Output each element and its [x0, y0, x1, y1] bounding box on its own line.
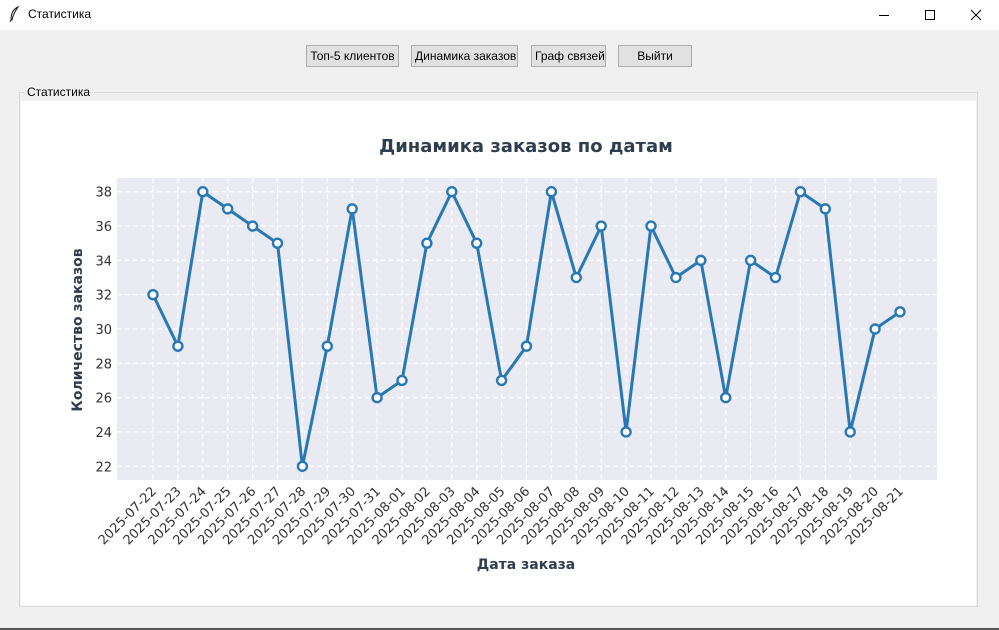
data-point: [570, 271, 582, 284]
data-point: [446, 186, 458, 198]
data-point: [321, 340, 333, 352]
data-point: [296, 460, 309, 472]
data-point: [172, 340, 184, 352]
relations-graph-button[interactable]: Граф связей: [531, 45, 606, 67]
data-point: [495, 374, 508, 387]
data-point: [769, 271, 782, 284]
window-bottom-border: [0, 628, 999, 630]
stats-frame: [19, 92, 978, 607]
data-point: [819, 203, 831, 215]
y-tick-label: 34: [95, 254, 112, 269]
data-point: [221, 203, 234, 215]
data-point: [421, 237, 433, 249]
data-point: [794, 186, 807, 198]
data-point: [396, 374, 408, 387]
data-point: [695, 254, 707, 267]
data-point: [720, 391, 732, 404]
chart-canvas: 22 24 26 28 30 32 34 36 38 2025-07-22 2025-07-23 2…: [21, 101, 976, 606]
feather-icon: [9, 6, 20, 22]
title-bar: Статистика: [0, 0, 999, 30]
data-point: [869, 323, 881, 335]
data-point: [595, 220, 607, 232]
maximize-icon: [925, 10, 935, 20]
maximize-button[interactable]: [907, 0, 953, 30]
stats-frame-label: Статистика: [25, 85, 93, 99]
close-icon: [970, 9, 982, 21]
y-tick-label: 30: [95, 323, 112, 338]
y-tick-label: 22: [95, 460, 112, 475]
y-tick-label: 38: [95, 186, 112, 201]
data-point: [371, 391, 383, 404]
data-point: [545, 186, 558, 198]
data-point: [894, 306, 906, 318]
data-point: [744, 254, 757, 267]
data-point: [197, 186, 209, 198]
y-tick-label: 32: [95, 289, 112, 304]
minimize-button[interactable]: [861, 0, 907, 30]
data-point: [844, 426, 856, 438]
top5-clients-button[interactable]: Топ-5 клиентов: [306, 45, 399, 67]
y-tick-label: 36: [95, 220, 112, 235]
order-dynamics-button[interactable]: Динамика заказов: [411, 45, 518, 67]
y-tick-label: 28: [95, 357, 112, 372]
data-point: [645, 220, 657, 232]
x-axis-label: Дата заказа: [477, 557, 575, 573]
minimize-icon: [879, 15, 889, 16]
data-point: [271, 237, 284, 249]
window-title: Статистика: [28, 7, 92, 21]
data-point: [620, 426, 632, 438]
exit-button[interactable]: Выйти: [618, 45, 692, 67]
data-point: [670, 271, 682, 284]
y-tick-label: 26: [95, 392, 112, 407]
y-tick-label: 24: [95, 426, 112, 441]
close-button[interactable]: [953, 0, 999, 30]
data-point: [471, 237, 483, 249]
chart-title: Динамика заказов по датам: [379, 136, 673, 157]
y-axis-label: Количество заказов: [70, 248, 86, 411]
data-point: [346, 203, 358, 215]
data-point: [520, 340, 533, 352]
data-point: [246, 220, 259, 232]
data-point: [147, 288, 159, 301]
